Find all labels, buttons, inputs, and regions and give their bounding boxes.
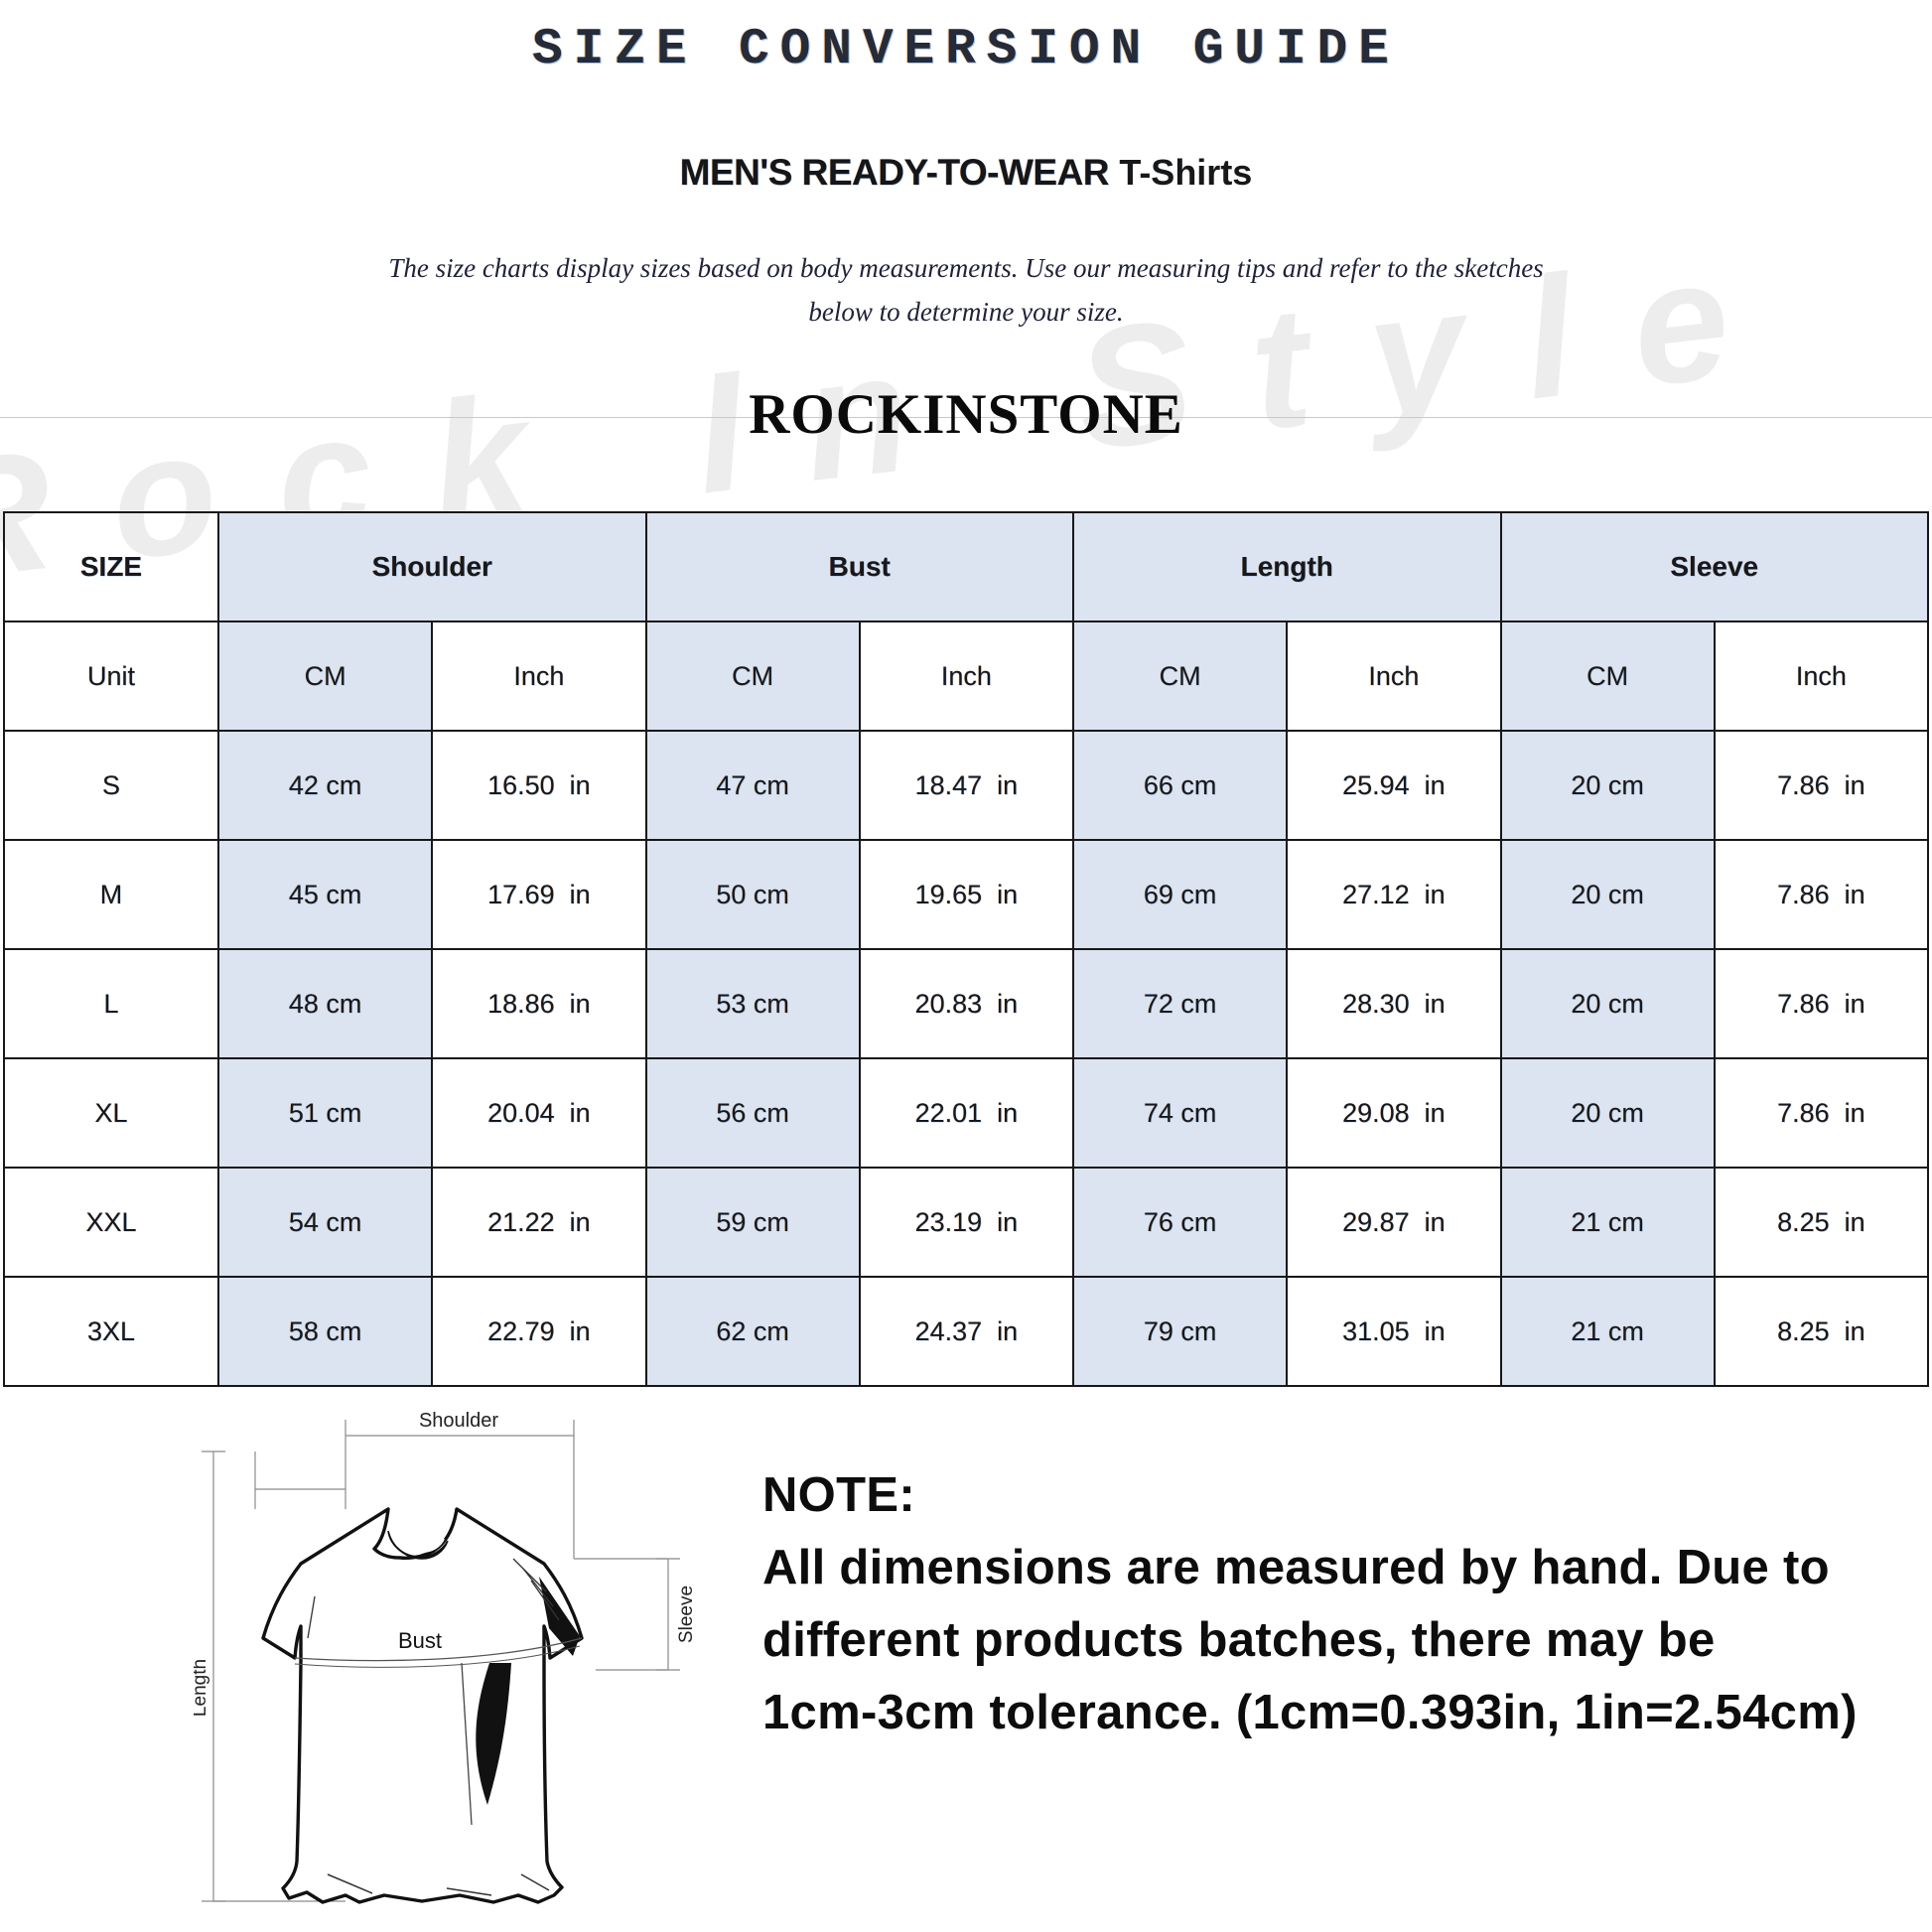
svg-text:Shoulder: Shoulder [419,1410,498,1432]
svg-text:Bust: Bust [398,1628,442,1653]
svg-text:Sleeve: Sleeve [676,1586,697,1643]
svg-text:Length: Length [194,1659,210,1717]
